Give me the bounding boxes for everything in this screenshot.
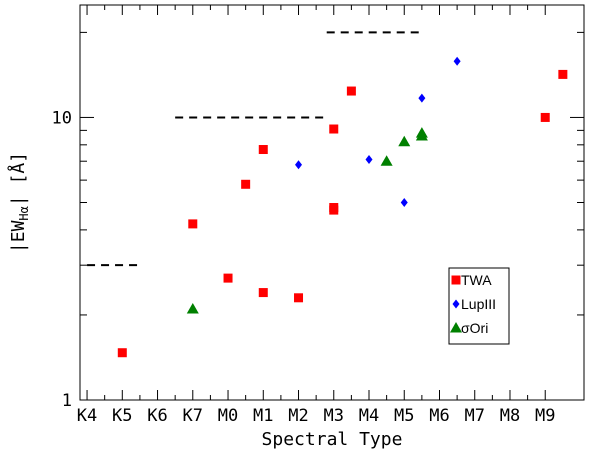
- y-axis-title-tail: | [Å]: [7, 152, 29, 206]
- data-point-square: [294, 293, 304, 303]
- data-point-triangle: [415, 129, 428, 141]
- data-point-square: [241, 179, 251, 189]
- data-point-square: [223, 273, 233, 283]
- legend-marker-diamond: [452, 299, 460, 309]
- data-point-triangle: [380, 155, 393, 166]
- data-point-diamond: [365, 154, 373, 164]
- y-axis-title-main: |EW: [8, 220, 29, 253]
- axis-ticks: [80, 5, 584, 401]
- y-axis-title: |EWHα| [Å]: [7, 152, 31, 253]
- legend-marker-square: [451, 275, 461, 285]
- y-tick-label: 10: [52, 108, 72, 128]
- x-tick-label-k7: K7: [183, 406, 203, 426]
- data-point-square: [329, 205, 339, 215]
- data-point-square: [346, 86, 356, 96]
- legend-label: TWA: [461, 272, 492, 288]
- x-tick-label-m0: M0: [218, 406, 238, 426]
- data-points: [117, 56, 568, 358]
- data-point-triangle: [186, 302, 199, 314]
- data-point-square: [540, 112, 550, 122]
- reference-lines: [87, 31, 422, 267]
- data-point-diamond: [418, 93, 426, 103]
- y-tick-labels: 1 10: [52, 108, 72, 411]
- data-point-triangle: [398, 135, 411, 147]
- legend-label: LupIII: [461, 296, 496, 312]
- x-tick-label-k6: K6: [147, 406, 167, 426]
- x-tick-label-m2: M2: [288, 406, 308, 426]
- data-point-square: [329, 124, 339, 134]
- x-tick-label-k5: K5: [112, 406, 132, 426]
- data-point-diamond: [453, 56, 461, 66]
- legend: TWA LupIII σOri: [448, 267, 510, 345]
- x-tick-labels: K4 K5 K6 K7 M0 M1 M2 M3 M4 M5 M6 M7 M8 M9: [77, 406, 556, 426]
- data-point-square: [258, 145, 268, 155]
- data-point-square: [258, 288, 268, 298]
- y-axis-title-subscript: Hα: [17, 206, 31, 220]
- data-point-square: [558, 69, 568, 79]
- data-point-diamond: [400, 198, 408, 207]
- x-tick-label-m7: M7: [464, 406, 484, 426]
- plot-frame: [79, 4, 585, 401]
- data-point-square: [117, 348, 127, 358]
- x-axis-title: Spectral Type: [262, 429, 403, 450]
- x-tick-label-m5: M5: [394, 406, 414, 426]
- x-tick-label-k4: K4: [77, 406, 97, 426]
- x-tick-label-m9: M9: [535, 406, 555, 426]
- data-point-square: [188, 219, 198, 229]
- y-tick-label: 1: [62, 391, 72, 411]
- x-tick-label-m3: M3: [324, 406, 344, 426]
- legend-marker-triangle: [450, 322, 462, 333]
- x-tick-label-m6: M6: [429, 406, 449, 426]
- x-tick-label-m4: M4: [359, 406, 379, 426]
- legend-label: σOri: [461, 320, 488, 336]
- x-tick-label-m8: M8: [500, 406, 520, 426]
- x-tick-label-m1: M1: [253, 406, 273, 426]
- data-point-diamond: [295, 160, 303, 170]
